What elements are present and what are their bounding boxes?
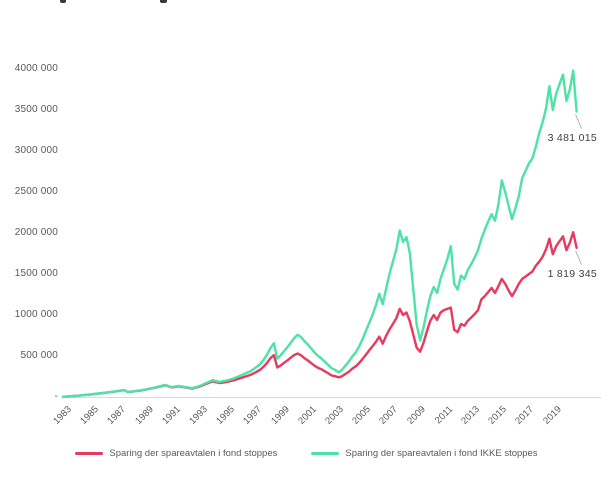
y-tick-label: 2500 000 xyxy=(14,186,58,197)
annotation-leader-line xyxy=(575,114,582,129)
series-line-stoppes xyxy=(61,230,578,398)
end-value-label-green: 3 481 015 xyxy=(547,131,597,144)
legend-swatch-green xyxy=(311,451,340,456)
end-value-label-red: 1 819 345 xyxy=(547,267,597,280)
y-tick-label: 2000 000 xyxy=(14,227,58,238)
annotation-leader-line xyxy=(575,250,582,265)
y-tick-label: 1000 000 xyxy=(14,309,58,320)
legend-item-stoppes: Sparing der spareavtalen i fond stoppes xyxy=(75,448,277,459)
y-tick-label: 3000 000 xyxy=(14,145,58,156)
legend-swatch-red xyxy=(75,451,104,456)
y-tick-label: 500 000 xyxy=(20,350,58,361)
y-tick-label: - xyxy=(54,391,58,402)
legend-label-stoppes: Sparing der spareavtalen i fond stoppes xyxy=(109,448,278,459)
y-tick-label: 3500 000 xyxy=(14,104,58,115)
cutoff-title-fragment xyxy=(160,0,167,3)
cutoff-title-fragment xyxy=(60,0,66,3)
y-tick-label: 4000 000 xyxy=(14,63,58,74)
legend-label-ikke-stoppes: Sparing der spareavtalen i fond IKKE sto… xyxy=(345,448,538,459)
y-tick-label: 1500 000 xyxy=(14,268,58,279)
series-line-ikke-stoppes xyxy=(61,69,578,398)
legend-item-ikke-stoppes: Sparing der spareavtalen i fond IKKE sto… xyxy=(311,448,538,459)
legend: Sparing der spareavtalen i fond stoppes … xyxy=(0,448,613,459)
